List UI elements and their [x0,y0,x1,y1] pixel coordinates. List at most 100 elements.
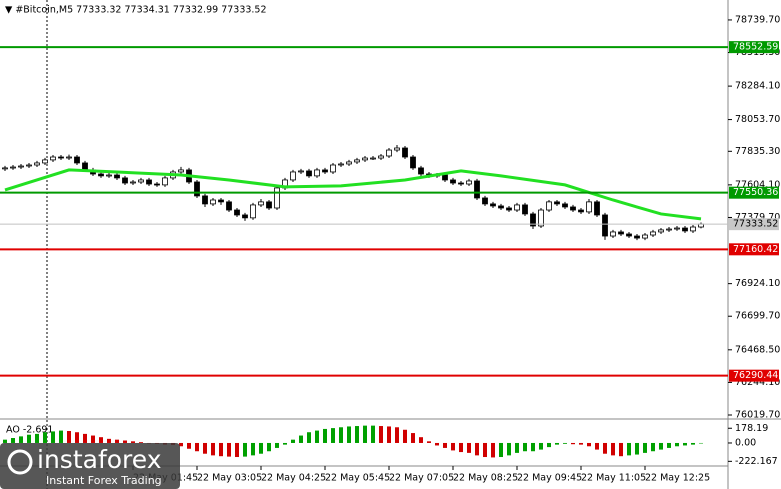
candle-body [634,235,640,239]
y-tick-label: 78053.70 [735,114,780,125]
y-tick-label: -222.167 [735,456,778,467]
candle-body [378,155,384,159]
ao-bar [227,442,231,457]
ao-bar [611,442,615,456]
ao-bar [67,430,71,443]
watermark: instaforex Instant Forex Trading [0,443,180,489]
ao-bar [35,433,39,443]
ao-bar [659,442,663,450]
ao-bar [475,442,479,456]
y-tick-label: 77604.10 [735,179,780,190]
ao-bar [419,437,423,443]
candle-body [106,174,112,177]
last-price-label: 77333.52 [733,219,778,230]
ao-bar [491,442,495,458]
ao-bar [403,429,407,443]
candle-body [218,199,224,203]
ao-bar [43,432,47,443]
ao-bar [435,442,439,446]
ao-bar [331,428,335,443]
candle-body [258,201,264,206]
candle-body [522,204,528,215]
candle-body [530,213,536,227]
candle-body [642,234,648,239]
candle-body [466,180,472,185]
ao-bar [627,442,631,456]
candle-body [42,159,48,164]
candle-body [290,171,296,181]
x-tick-label: 22 May 05:45 [325,473,390,484]
candle-body [330,164,336,173]
candle-body [202,195,208,205]
candle-body [26,164,32,167]
ao-bar [235,442,239,458]
logo-icon [7,449,33,475]
ao-bar [51,431,55,443]
ao-bar [27,434,31,443]
ao-bar [267,442,271,452]
level-label-bg [729,41,779,54]
candle-body [402,147,408,158]
ao-bar [283,442,287,445]
ao-bar [131,441,135,443]
x-tick-label: 22 May 03:05 [197,473,262,484]
ao-bar [259,442,263,454]
candle-body [410,156,416,169]
ao-bar [91,435,95,443]
ao-bar [11,438,15,443]
candle-body [626,233,632,237]
ao-bar [595,442,599,450]
y-tick-label: 178.19 [735,423,768,434]
candle-body [130,181,136,184]
candle-body [322,169,328,173]
candle-body [610,231,616,237]
candle-body [226,201,232,211]
candle-body [338,163,344,166]
ao-bar [443,442,447,448]
candle-body [394,147,400,151]
candle-body [506,207,512,211]
candle-body [442,174,448,181]
ao-bar [3,439,7,443]
x-tick-label: 22 May 04:25 [261,473,326,484]
y-tick-label: 76244.10 [735,377,780,388]
ao-bar [59,430,63,443]
ao-bar [195,442,199,452]
candle-body [82,162,88,171]
ao-bar [563,442,567,444]
ao-bar [603,442,607,454]
candle-body [66,156,72,159]
ao-bar [579,442,583,445]
candle-body [450,179,456,184]
ao-bar [115,439,119,443]
ao-bar [515,442,519,453]
y-tick-label: 77379.70 [735,212,780,223]
y-tick-label: 76699.70 [735,311,780,322]
candle-body [242,214,248,219]
ao-bar [635,442,639,455]
level-label: 77160.42 [733,244,778,255]
candle-body [474,180,480,199]
candle-body [514,204,520,211]
ao-bar [587,442,591,447]
ao-bar [483,442,487,458]
ao-bar [251,442,255,456]
candle-body [234,209,240,216]
candle-body [122,177,128,184]
candle-body [10,166,16,169]
candle-body [138,179,144,183]
brand: instaforex [37,445,162,474]
candle-body [210,199,216,205]
y-tick-label: 76924.10 [735,278,780,289]
candle-body [546,201,552,211]
candle-body [114,174,120,179]
ao-bar [75,432,79,443]
ao-bar [107,438,111,443]
y-tick-label: 76019.70 [735,409,780,420]
watermark-bg [0,443,180,489]
ao-bar [379,426,383,443]
ao-bar [99,437,103,443]
ao-bar [555,442,559,445]
